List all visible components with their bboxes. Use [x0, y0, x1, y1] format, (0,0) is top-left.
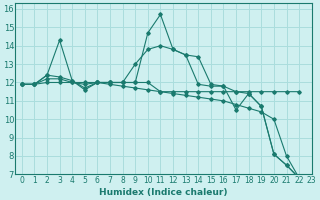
X-axis label: Humidex (Indice chaleur): Humidex (Indice chaleur) [99, 188, 228, 197]
